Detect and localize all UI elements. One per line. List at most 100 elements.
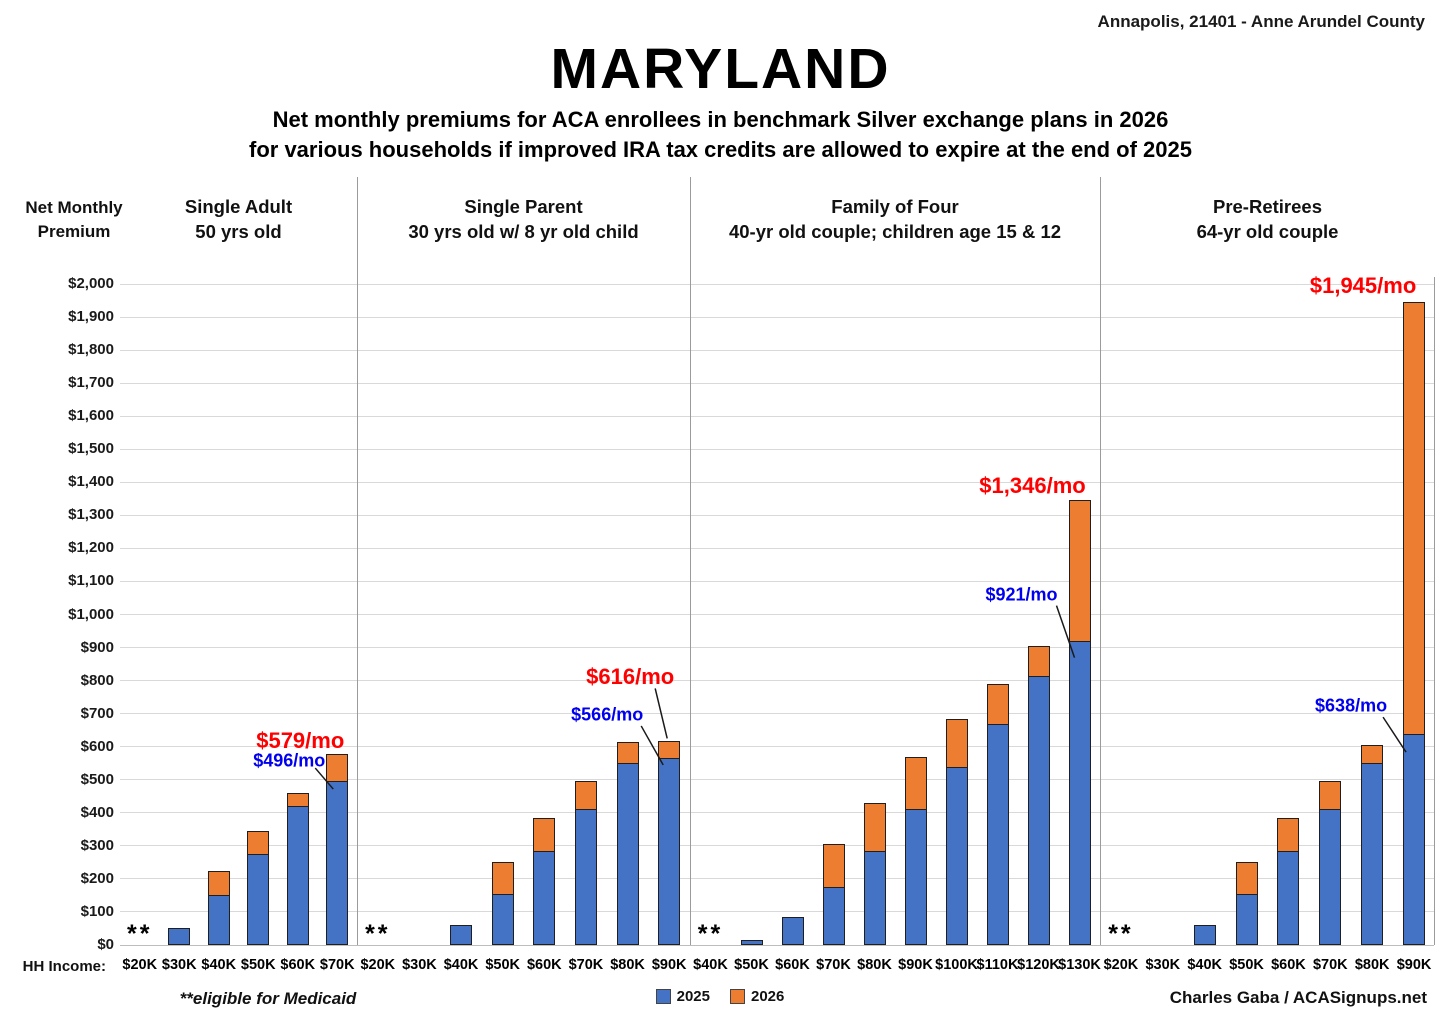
gridline bbox=[120, 779, 1434, 781]
bar-2026-segment bbox=[207, 870, 230, 896]
bar-2025-segment bbox=[1193, 925, 1216, 945]
bar-2025-segment bbox=[1403, 734, 1426, 945]
bar-2025-segment bbox=[904, 809, 927, 945]
bar-2026-segment bbox=[247, 830, 270, 855]
bar-2025-segment bbox=[1027, 675, 1050, 945]
panel-header-line: 50 yrs old bbox=[195, 221, 282, 242]
x-tick-label: $20K bbox=[122, 957, 158, 973]
bar-2026-segment bbox=[658, 741, 681, 758]
x-tick-label: $80K bbox=[857, 957, 892, 973]
y-tick-label: $200 bbox=[80, 869, 114, 887]
gridline bbox=[120, 481, 1434, 483]
legend-swatch-2025 bbox=[655, 989, 671, 1004]
attribution: Charles Gaba / ACASignups.net bbox=[1169, 988, 1427, 1007]
plot-right-border bbox=[1434, 277, 1435, 945]
gridline bbox=[120, 746, 1434, 748]
bar-2026-segment bbox=[616, 741, 639, 764]
panel-header-line: Family of Four bbox=[831, 196, 959, 217]
bar-2025-segment bbox=[1319, 809, 1342, 945]
panel-header-line: Single Adult bbox=[184, 196, 293, 217]
gridline bbox=[120, 316, 1434, 318]
x-tick-label: $40K bbox=[693, 957, 728, 973]
x-tick-label: $70K bbox=[319, 957, 355, 973]
gridline bbox=[120, 812, 1434, 814]
y-tick-label: $1,600 bbox=[68, 407, 114, 425]
bar-2026-segment bbox=[326, 753, 349, 782]
y-tick-label: $1,800 bbox=[68, 341, 114, 359]
bar-2026-segment bbox=[1319, 781, 1342, 810]
medicaid-asterisks: ** bbox=[127, 920, 153, 948]
medicaid-asterisks: ** bbox=[697, 920, 724, 948]
legend-swatch-2026 bbox=[730, 989, 745, 1004]
bar-2025-segment bbox=[1068, 640, 1091, 945]
y-tick-label: $1,500 bbox=[68, 440, 114, 458]
gridline bbox=[120, 283, 1434, 285]
annotation-2025: $921/mo bbox=[985, 584, 1058, 605]
gridline bbox=[120, 911, 1434, 913]
panel-header: Family of Four 40-yr old couple; children… bbox=[690, 194, 1100, 244]
y-tick-label: $0 bbox=[97, 936, 114, 953]
x-tick-label: $60K bbox=[775, 957, 810, 973]
x-tick-label: $50K bbox=[1229, 957, 1264, 973]
bar-2025-segment bbox=[168, 928, 191, 945]
gridline bbox=[120, 680, 1434, 682]
bar-2025-segment bbox=[1235, 893, 1258, 945]
gridline bbox=[120, 448, 1434, 450]
x-tick-label: $40K bbox=[1187, 957, 1223, 973]
y-tick-label: $900 bbox=[80, 638, 114, 656]
y-tick-label: $1,200 bbox=[68, 539, 114, 557]
bar-2026-segment bbox=[1361, 745, 1384, 764]
bar-2025-segment bbox=[616, 763, 639, 945]
panel-header-line: Single Parent bbox=[464, 196, 583, 217]
panel-header-line: Pre-Retirees bbox=[1212, 196, 1322, 217]
bar-2025-segment bbox=[207, 895, 230, 945]
gridline bbox=[120, 845, 1434, 847]
bar-2025-segment bbox=[491, 893, 514, 945]
chart-title: MARYLAND bbox=[550, 37, 891, 101]
annotation-2025: $566/mo bbox=[571, 704, 644, 725]
gridline bbox=[120, 580, 1434, 582]
y-tick-label: $400 bbox=[80, 803, 114, 821]
bar-2026-segment bbox=[491, 862, 514, 894]
y-tick-label: $1,900 bbox=[68, 308, 114, 326]
bar-2026-segment bbox=[286, 792, 309, 807]
bar-2026-segment bbox=[986, 683, 1009, 724]
gridline bbox=[120, 614, 1434, 615]
medicaid-asterisks: ** bbox=[365, 920, 391, 948]
legend-item-2026: 2026 bbox=[730, 988, 784, 1005]
x-tick-label: $90K bbox=[898, 957, 933, 973]
panel-header: Pre-Retirees 64-yr old couple bbox=[1100, 194, 1435, 244]
x-tick-label: $70K bbox=[568, 957, 604, 973]
y-axis-title-line1: Net Monthly bbox=[25, 198, 123, 217]
bar-2026-segment bbox=[863, 802, 886, 851]
annotation-2026: $616/mo bbox=[586, 664, 675, 690]
legend: 2025 2026 bbox=[590, 988, 850, 1005]
y-tick-label: $1,400 bbox=[68, 473, 114, 491]
panel-separator bbox=[1100, 177, 1101, 945]
annotation-2025: $638/mo bbox=[1315, 695, 1388, 716]
x-tick-label: $60K bbox=[526, 957, 562, 973]
bar-2026-segment bbox=[1235, 862, 1258, 894]
x-tick-label: $30K bbox=[402, 957, 437, 973]
panel-header: Single Adult 50 yrs old bbox=[120, 194, 357, 244]
bar-2025-segment bbox=[863, 850, 886, 945]
x-tick-label: $120K bbox=[1017, 957, 1060, 973]
y-axis-title: Net Monthly Premium bbox=[6, 196, 142, 244]
gridline bbox=[120, 547, 1434, 549]
chart-subtitle-line2: for various households if improved IRA t… bbox=[249, 137, 1192, 162]
x-tick-label: $50K bbox=[485, 957, 521, 973]
y-tick-label: $2,000 bbox=[68, 275, 114, 292]
bar-2025-segment bbox=[781, 916, 804, 945]
bar-2026-segment bbox=[1277, 817, 1300, 851]
bar-2025-segment bbox=[1277, 850, 1300, 945]
annotation-2026: $579/mo bbox=[256, 727, 345, 753]
x-tick-label: $100K bbox=[935, 957, 978, 973]
bar-2025-segment bbox=[326, 781, 349, 945]
bar-2026-segment bbox=[945, 718, 968, 767]
gridline bbox=[120, 713, 1434, 715]
x-tick-label: $70K bbox=[1312, 957, 1348, 973]
gridline bbox=[120, 415, 1434, 417]
x-tick-label: $30K bbox=[161, 957, 197, 973]
bar-2025-segment bbox=[822, 887, 845, 945]
